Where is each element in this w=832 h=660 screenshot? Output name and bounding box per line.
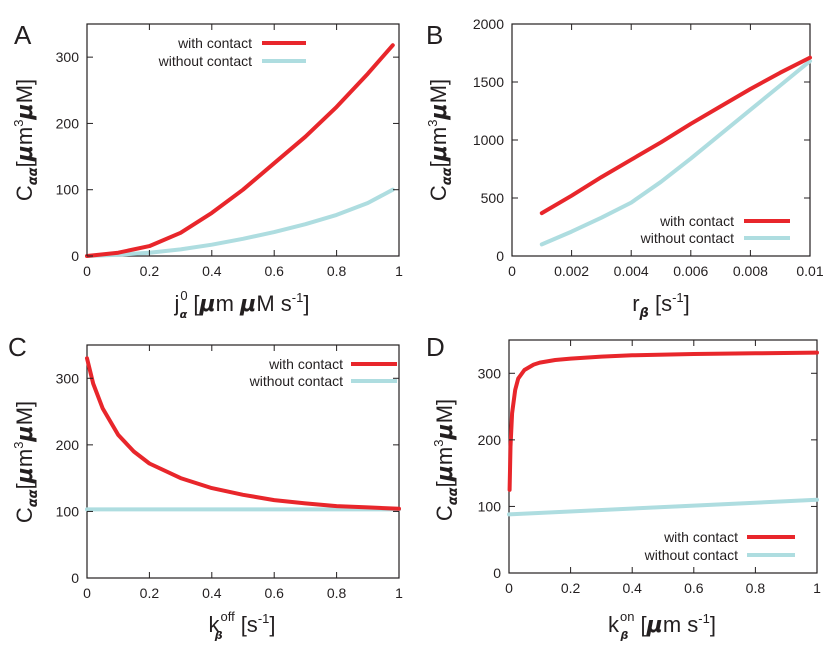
x-ticks-a: 0 0.2 0.4 0.6 0.8 1 [83,24,403,279]
plot-frame-a [86,23,400,257]
y-tick-label-d: 0 [493,565,501,581]
x-tick-label-a: 0 [83,263,91,279]
series-line-without-contact-b [539,59,812,247]
y-tick-label-b: 500 [481,190,505,206]
y-ticks-d: 0 100 200 300 [478,365,817,581]
y-tick-label-c: 100 [56,503,80,519]
x-ticks-d: 0 0.2 0.4 0.6 0.8 1 [505,340,821,596]
series-group-a [85,43,395,258]
legend-label-without-contact-c: without contact [249,373,343,389]
y-tick-label-b: 0 [496,248,504,264]
legend-label-with-contact-a: with contact [177,35,252,51]
x-axis-label-a: j0 α [μm μM s-1] [174,288,310,321]
series-line-with-contact-c [85,356,401,511]
x-tick-label-a: 0.8 [327,263,347,279]
y-tick-label-d: 300 [478,365,502,381]
x-tick-label-c: 0.8 [327,585,347,601]
legend-label-with-contact-c: with contact [268,356,343,372]
x-tick-label-b: 0.004 [614,263,649,279]
x-tick-label-b: 0.002 [554,263,589,279]
panel-a: A 0 100 200 300 0 0.2 0.4 0.6 0.8 1 with contact… [11,20,403,321]
x-tick-label-c: 1 [395,585,403,601]
y-tick-label-a: 200 [56,115,80,131]
y-tick-label-a: 0 [71,248,79,264]
legend-label-with-contact-d: with contact [663,529,738,545]
legend-label-without-contact-b: without contact [640,230,734,246]
y-tick-label-b: 1500 [473,74,504,90]
x-tick-label-c: 0 [83,585,91,601]
series-line-with-contact-d [507,350,819,492]
x-tick-label-d: 0.2 [561,580,581,596]
y-axis-label-d: Cαα[μm3μM] [431,399,461,521]
series-line-with-contact-b [539,55,812,216]
x-tick-label-a: 0.6 [264,263,284,279]
legend-label-with-contact-b: with contact [659,213,734,229]
series-line-without-contact-a [85,187,395,258]
panel-b: B 0 500 1000 1500 2000 0 0.002 0.004 0.006 0.008… [425,16,824,321]
y-tick-label-a: 100 [56,182,80,198]
series-group-d [507,350,819,517]
y-ticks-b: 0 500 1000 1500 2000 [473,16,810,264]
panel-letter-d: D [426,332,445,362]
x-tick-label-b: 0.006 [673,263,708,279]
x-ticks-c: 0 0.2 0.4 0.6 0.8 1 [83,345,403,601]
y-ticks-c: 0 100 200 300 [56,370,399,586]
panel-letter-b: B [426,20,443,50]
x-tick-label-b: 0 [508,263,516,279]
y-tick-label-d: 100 [478,498,502,514]
x-tick-label-c: 0.2 [140,585,160,601]
x-tick-label-b: 0.008 [733,263,768,279]
x-tick-label-a: 0.2 [140,263,160,279]
panel-d: D 0 100 200 300 0 0.2 0.4 0.6 0.8 1 with contact… [426,332,821,642]
y-tick-label-a: 300 [56,49,80,65]
y-tick-label-c: 0 [71,570,79,586]
y-ticks-a: 0 100 200 300 [56,49,399,264]
plot-frame-c [86,344,400,579]
x-tick-label-a: 0.4 [202,263,222,279]
series-group-b [539,55,812,247]
legend-label-without-contact-a: without contact [158,53,252,69]
y-axis-label-a: Cαα[μm3μM] [11,79,41,201]
y-tick-label-c: 300 [56,370,80,386]
x-tick-label-a: 1 [395,263,403,279]
x-tick-label-d: 1 [813,580,821,596]
y-tick-label-c: 200 [56,437,80,453]
x-tick-label-b: 0.01 [796,263,823,279]
x-axis-label-b: rβ [s-1] [632,290,690,321]
x-tick-label-c: 0.4 [202,585,222,601]
x-tick-label-d: 0.8 [746,580,766,596]
panel-letter-a: A [14,20,32,50]
legend-c: with contact without contact [249,356,397,389]
legend-label-without-contact-d: without contact [644,547,738,563]
x-tick-label-d: 0.4 [622,580,642,596]
legend-a: with contact without contact [158,35,306,69]
y-axis-label-c: Cαα[μm3μM] [11,401,41,523]
x-tick-label-c: 0.6 [264,585,284,601]
y-tick-label-d: 200 [478,432,502,448]
x-tick-label-d: 0.6 [684,580,704,596]
y-axis-label-b: Cαα[μm3μM] [425,79,455,201]
legend-d: with contact without contact [644,529,795,563]
series-line-without-contact-d [507,497,819,517]
x-ticks-b: 0 0.002 0.004 0.006 0.008 0.01 [508,24,824,279]
series-line-with-contact-a [85,43,395,258]
panel-c: C 0 100 200 300 0 0.2 0.4 0.6 0.8 1 with contact… [8,332,403,642]
series-group-c [85,356,401,512]
x-axis-label-d: kon β [μm s-1] [608,609,716,642]
panel-letter-c: C [8,332,27,362]
x-axis-label-c: koff β [s-1] [208,609,275,642]
y-tick-label-b: 1000 [473,132,504,148]
y-tick-label-b: 2000 [473,16,504,32]
x-tick-label-d: 0 [505,580,513,596]
legend-b: with contact without contact [640,213,790,246]
